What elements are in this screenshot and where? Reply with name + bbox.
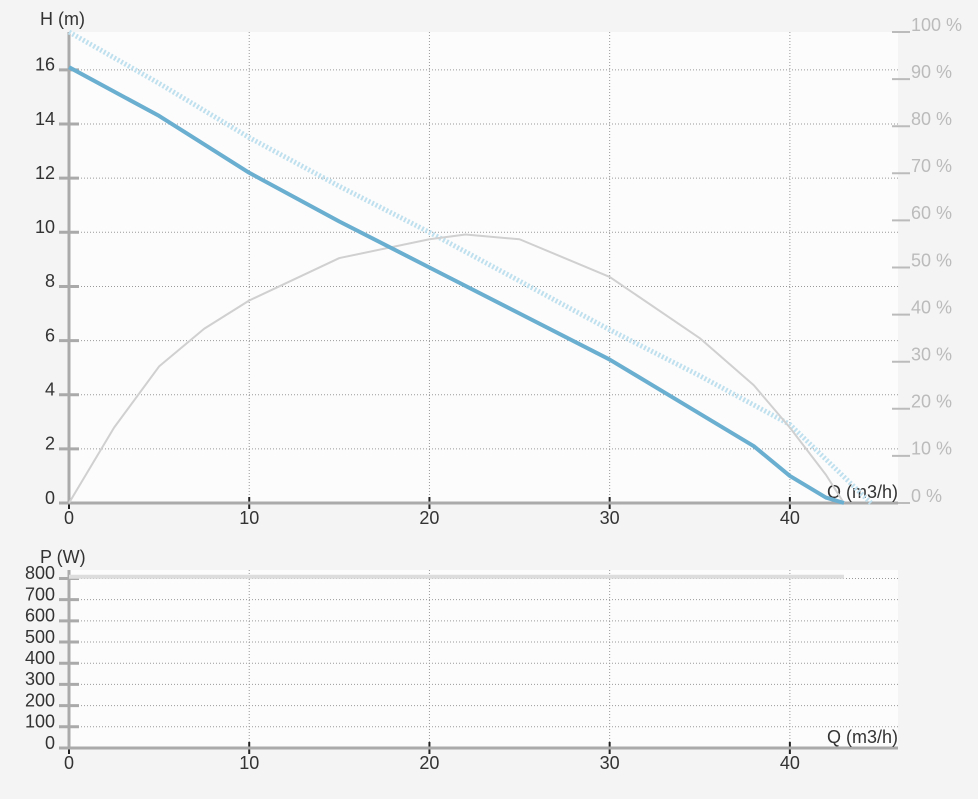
- y-tick-label: 8: [45, 271, 55, 291]
- x-axis-label: Q (m3/h): [827, 727, 898, 747]
- y-tick-label: 800: [25, 563, 55, 583]
- series-line: [67, 29, 873, 505]
- y-tick-label: 300: [25, 669, 55, 689]
- y2-tick-label: 80 %: [911, 109, 952, 129]
- x-tick-label: 20: [419, 508, 439, 528]
- series-line: [68, 233, 845, 504]
- x-tick-label: 10: [239, 753, 259, 773]
- y-tick-label: 2: [45, 434, 55, 454]
- y-tick-label: 600: [25, 606, 55, 626]
- x-tick-label: 40: [780, 508, 800, 528]
- y-axis-label: P (W): [40, 547, 86, 567]
- x-tick-label: 0: [64, 508, 74, 528]
- y-axis-label: H (m): [40, 9, 85, 29]
- y2-tick-label: 100 %: [911, 15, 962, 35]
- x-tick-label: 40: [780, 753, 800, 773]
- x-axis-label: Q (m3/h): [827, 482, 898, 502]
- y-tick-label: 14: [35, 109, 55, 129]
- y2-tick-label: 10 %: [911, 439, 952, 459]
- y2-tick-label: 20 %: [911, 392, 952, 412]
- plot-area: [69, 570, 898, 748]
- y2-tick-label: 70 %: [911, 156, 952, 176]
- y-tick-label: 200: [25, 690, 55, 710]
- plot-area: [69, 32, 898, 503]
- y-tick-label: 500: [25, 627, 55, 647]
- x-tick-label: 30: [600, 753, 620, 773]
- y2-tick-label: 40 %: [911, 297, 952, 317]
- y2-tick-label: 0 %: [911, 486, 942, 506]
- series-line: [68, 65, 845, 505]
- x-tick-label: 0: [64, 753, 74, 773]
- x-tick-label: 10: [239, 508, 259, 528]
- x-tick-label: 20: [419, 753, 439, 773]
- y-tick-label: 100: [25, 712, 55, 732]
- x-tick-label: 30: [600, 508, 620, 528]
- y-tick-label: 0: [45, 733, 55, 753]
- y2-tick-label: 30 %: [911, 344, 952, 364]
- y-tick-label: 6: [45, 325, 55, 345]
- y2-tick-label: 90 %: [911, 62, 952, 82]
- y-tick-label: 16: [35, 55, 55, 75]
- y2-tick-label: 60 %: [911, 203, 952, 223]
- y-tick-label: 12: [35, 163, 55, 183]
- y2-tick-label: 50 %: [911, 250, 952, 270]
- y-tick-label: 4: [45, 379, 55, 399]
- y-tick-label: 10: [35, 217, 55, 237]
- y-tick-label: 400: [25, 648, 55, 668]
- y-tick-label: 700: [25, 584, 55, 604]
- y-tick-label: 0: [45, 488, 55, 508]
